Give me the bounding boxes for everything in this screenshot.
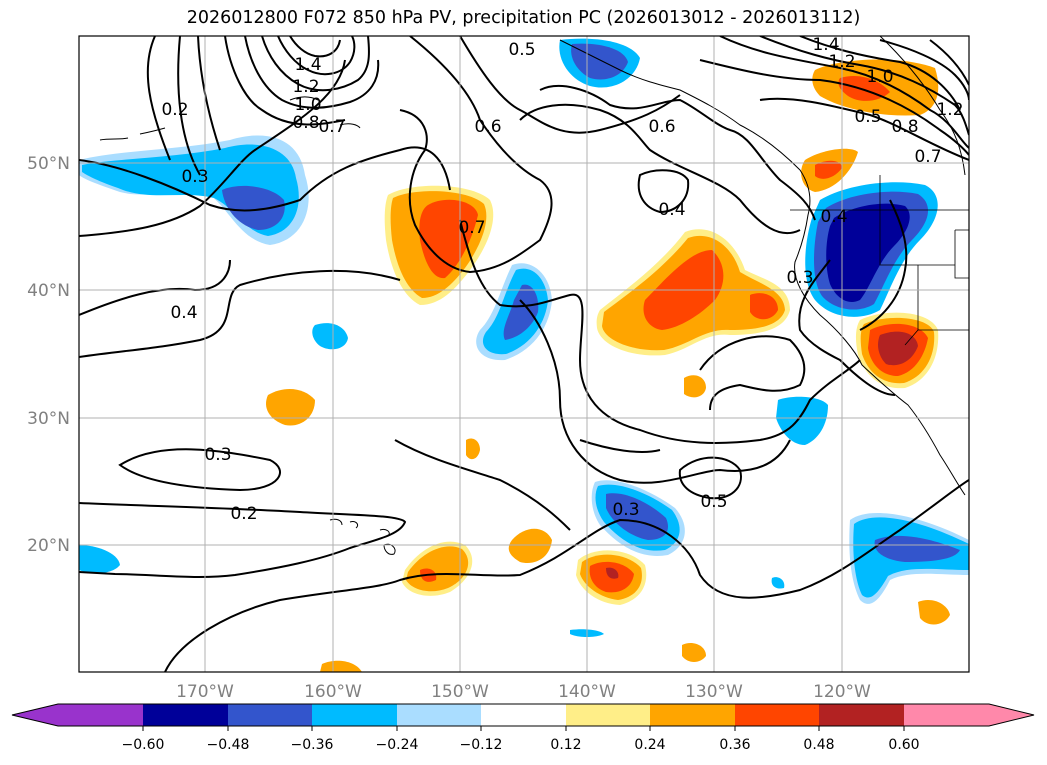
contour-label: 0.3 (204, 445, 231, 465)
colorbar-tick: −0.24 (376, 737, 419, 753)
colorbar-tick: 0.60 (888, 737, 919, 753)
colorbar-bin (12, 704, 143, 726)
contour-label: 0.7 (914, 147, 941, 167)
contour-label: 0.4 (820, 207, 847, 227)
contour-label: 0.2 (161, 100, 188, 120)
contour-label: 1.2 (936, 100, 963, 120)
lon-label: 130°W (685, 682, 743, 702)
colorbar-bin (735, 704, 819, 726)
gridlines (79, 36, 969, 672)
lat-label: 50°N (27, 154, 70, 174)
contour-label: 0.4 (658, 200, 685, 220)
colorbar-tick: 0.48 (803, 737, 834, 753)
contour-label: 0.3 (181, 167, 208, 187)
lat-label: 40°N (27, 281, 70, 301)
contour-label: 0.4 (170, 303, 197, 323)
contour-labels: 1.4 1.2 1.0 0.8 0.7 0.5 0.6 0.6 0.2 0.3 … (161, 35, 963, 524)
latitude-labels: 50°N 40°N 30°N 20°N (27, 154, 70, 556)
contour-label: 1.0 (294, 95, 321, 115)
colorbar-bin (143, 704, 228, 726)
lon-label: 150°W (431, 682, 489, 702)
colorbar-bin (228, 704, 312, 726)
colorbar-bin (566, 704, 650, 726)
colorbar-tick: 0.12 (550, 737, 581, 753)
colorbar-tick: −0.36 (291, 737, 334, 753)
lat-label: 30°N (27, 409, 70, 429)
lat-label: 20°N (27, 536, 70, 556)
lon-label: 120°W (813, 682, 871, 702)
contour-label: 0.7 (318, 117, 345, 137)
colorbar-tick: −0.48 (207, 737, 250, 753)
contour-label: 0.5 (700, 492, 727, 512)
contour-label: 0.3 (612, 500, 639, 520)
contour-label: 0.6 (474, 117, 501, 137)
colorbar-bin (650, 704, 735, 726)
contour-label: 0.8 (292, 113, 319, 133)
colorbar-bin (904, 704, 1034, 726)
colorbar-tick: 0.24 (634, 737, 665, 753)
contour-label: 1.2 (828, 52, 855, 72)
contour-label: 1.0 (866, 67, 893, 87)
longitude-labels: 170°W 160°W 150°W 140°W 130°W 120°W (176, 682, 871, 702)
map-title: 2026012800 F072 850 hPa PV, precipitatio… (186, 8, 861, 28)
contour-label: 0.2 (230, 504, 257, 524)
borders (790, 175, 969, 346)
map-area: 1.4 1.2 1.0 0.8 0.7 0.5 0.6 0.6 0.2 0.3 … (79, 35, 969, 672)
colorbar-tick: 0.36 (719, 737, 750, 753)
contour-label: 0.8 (891, 117, 918, 137)
contour-label: 1.4 (294, 55, 321, 75)
colorbar-tick: −0.60 (122, 737, 165, 753)
lon-label: 160°W (304, 682, 362, 702)
colorbar-bin (481, 704, 566, 726)
colorbar-bin (397, 704, 481, 726)
colorbar-tick: −0.12 (460, 737, 503, 753)
colorbar-bin (312, 704, 397, 726)
contour-label: 0.3 (786, 268, 813, 288)
contour-label: 1.2 (292, 77, 319, 97)
colorbar-bin (819, 704, 904, 726)
lon-label: 170°W (176, 682, 234, 702)
map-frame (78, 35, 970, 673)
contour-label: 1.4 (812, 35, 839, 55)
pv-contours (79, 36, 969, 672)
contour-label: 0.5 (508, 40, 535, 60)
contour-label: 0.6 (648, 117, 675, 137)
coastlines (99, 36, 966, 555)
colorbar: −0.60 −0.48 −0.36 −0.24 −0.12 0.12 0.24 … (11, 703, 1035, 753)
contour-label: 0.5 (854, 107, 881, 127)
lon-label: 140°W (558, 682, 616, 702)
contour-label: 0.7 (458, 218, 485, 238)
